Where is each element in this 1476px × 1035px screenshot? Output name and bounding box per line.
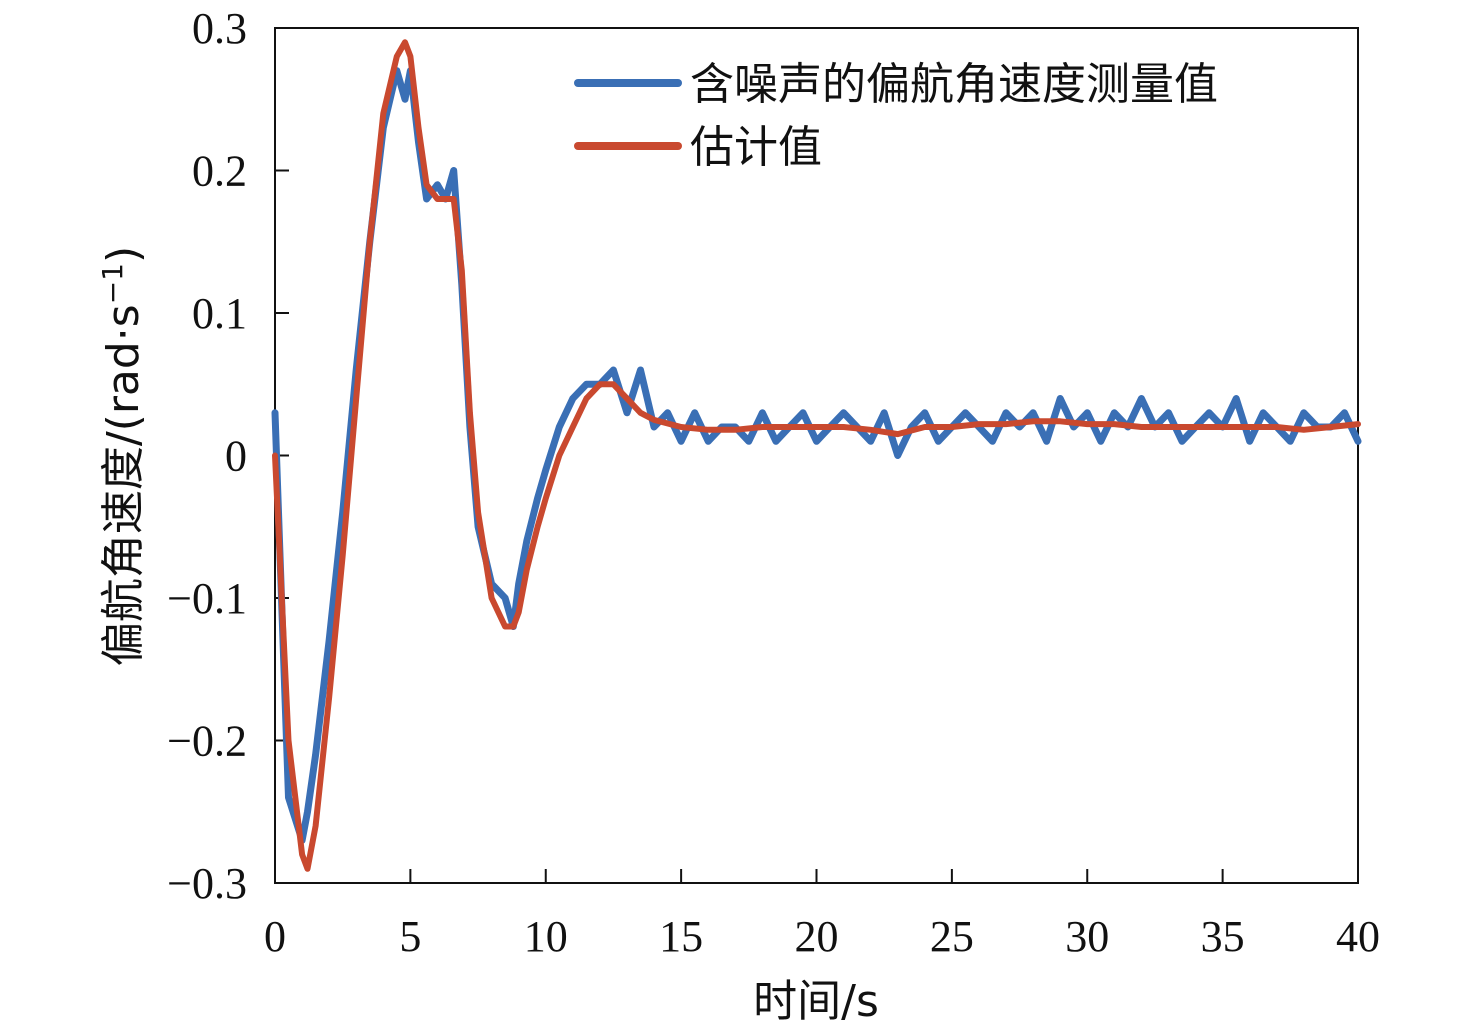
x-tick-label: 5 (399, 912, 421, 961)
x-axis-ticks: 0 5 10 15 20 25 30 35 40 (264, 869, 1380, 961)
y-axis-ticks: −0.3 −0.2 −0.1 0 0.1 0.2 0.3 (167, 4, 289, 908)
series-line-measured (271, 67, 1362, 844)
y-tick-label: 0 (225, 432, 247, 481)
series-line-estimate (272, 39, 1361, 872)
y-axis-title-sup: −1 (96, 263, 129, 304)
x-axis-title: 时间/s (753, 976, 879, 1027)
y-tick-label: 0.2 (192, 147, 247, 196)
x-tick-label: 10 (524, 912, 568, 961)
x-tick-label: 0 (264, 912, 286, 961)
legend: 含噪声的偏航角速度测量值 估计值 (574, 59, 1218, 173)
y-tick-label: −0.1 (167, 574, 247, 623)
x-tick-label: 15 (659, 912, 703, 961)
y-tick-label: 0.3 (192, 4, 247, 53)
x-tick-label: 35 (1201, 912, 1245, 961)
x-tick-label: 25 (930, 912, 974, 961)
y-axis-title-main: 偏航角速度/(rad·s (98, 304, 149, 666)
y-axis-title: 偏航角速度/(rad·s−1) (96, 246, 149, 666)
legend-label-measured: 含噪声的偏航角速度测量值 (690, 59, 1218, 110)
x-tick-label: 40 (1336, 912, 1380, 961)
x-tick-label: 30 (1065, 912, 1109, 961)
x-tick-label: 20 (795, 912, 839, 961)
y-tick-label: −0.3 (167, 859, 247, 908)
series-layer (271, 39, 1362, 872)
y-tick-label: 0.1 (192, 289, 247, 338)
legend-label-estimate: 估计值 (690, 122, 822, 173)
y-axis-title-close: ) (98, 246, 149, 263)
y-tick-label: −0.2 (167, 717, 247, 766)
